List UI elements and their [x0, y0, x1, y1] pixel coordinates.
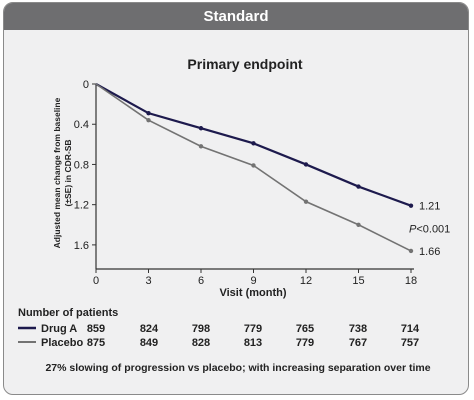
data-point-placebo	[251, 163, 256, 168]
patient-count: 765	[296, 323, 314, 335]
chart-panel: Standard Primary endpoint Adjusted mean c…	[3, 2, 469, 395]
x-axis-label: Visit (month)	[219, 287, 286, 299]
y-tick-label: 1.2	[74, 200, 89, 212]
patient-count: 714	[401, 323, 420, 335]
patient-count: 757	[401, 337, 419, 349]
x-tick-label: 3	[145, 275, 151, 287]
x-tick-label: 9	[250, 275, 256, 287]
data-point-placebo	[198, 144, 204, 149]
data-point-placebo	[146, 118, 151, 123]
data-point-drug-a	[356, 184, 361, 189]
y-axis-label: (±SE) in CDR-SB	[63, 140, 73, 207]
y-axis-label: Adjusted mean change from baseline	[52, 97, 62, 248]
x-tick-label: 0	[93, 275, 99, 287]
data-point-drug-a	[198, 126, 204, 131]
data-point-drug-a	[408, 203, 414, 208]
end-value-label: 1.21	[419, 201, 440, 213]
end-value-label: 1.66	[419, 246, 440, 258]
data-point-placebo	[303, 199, 309, 204]
footnote: 27% slowing of progression vs placebo; w…	[45, 362, 430, 374]
data-point-drug-a	[303, 162, 309, 167]
patient-count: 738	[349, 323, 367, 335]
y-tick-label: 0.4	[74, 119, 89, 131]
patient-count: 828	[192, 337, 210, 349]
data-point-placebo	[408, 248, 414, 254]
y-tick-label: 0	[83, 79, 89, 91]
patient-count: 779	[296, 337, 314, 349]
patient-count: 767	[349, 337, 367, 349]
chart-title: Primary endpoint	[187, 56, 302, 72]
x-tick-label: 12	[300, 275, 312, 287]
y-tick-label: 1.6	[74, 240, 89, 252]
line-chart: Primary endpoint Adjusted mean change fro…	[18, 56, 450, 374]
data-point-drug-a	[251, 141, 256, 146]
x-tick-label: 15	[352, 275, 364, 287]
p-value-annotation: P<0.001	[409, 223, 450, 235]
patient-count: 798	[192, 323, 210, 335]
legend-label-placebo: Placebo	[41, 337, 83, 349]
x-tick-label: 18	[405, 275, 417, 287]
patient-count: 859	[87, 323, 105, 335]
y-tick-label: 0.8	[74, 159, 89, 171]
panel-header: Standard	[4, 3, 468, 30]
patients-table-title: Number of patients	[18, 307, 118, 319]
legend-label-drug-a: Drug A	[41, 323, 77, 335]
patient-count: 875	[87, 337, 105, 349]
patient-count: 824	[140, 323, 159, 335]
x-tick-label: 6	[198, 275, 204, 287]
data-point-drug-a	[146, 110, 151, 116]
patient-count: 779	[244, 323, 262, 335]
data-point-placebo	[356, 222, 361, 227]
patient-count: 813	[244, 337, 262, 349]
patient-count: 849	[140, 337, 158, 349]
